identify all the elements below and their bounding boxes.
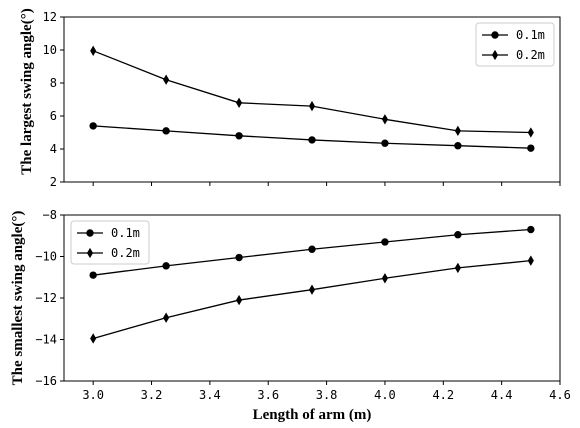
y-tick-label: −10 (35, 250, 57, 264)
data-point-0.2m (381, 273, 389, 284)
y-tick-label: 2 (50, 175, 57, 189)
y-tick-label: −14 (35, 333, 57, 347)
x-axis-title: Length of arm (m) (253, 407, 372, 423)
data-point-0.1m (308, 245, 316, 253)
legend-label: 0.1m (516, 28, 545, 42)
legend-1: 0.1m 0.2m (475, 22, 555, 67)
data-point-0.1m (308, 136, 316, 144)
data-point-0.2m (454, 262, 461, 274)
data-point-0.2m (90, 333, 97, 344)
data-point-0.1m (527, 144, 535, 152)
data-point-0.2m (90, 45, 97, 57)
data-point-0.2m (381, 114, 389, 125)
data-point-0.1m (89, 122, 97, 130)
data-point-0.1m (235, 132, 243, 140)
x-tick-label: 3.2 (141, 388, 163, 402)
legend-label: 0.2m (516, 48, 545, 62)
legend-marker (86, 247, 94, 259)
data-point-0.2m (527, 127, 534, 138)
data-point-0.1m (235, 253, 243, 262)
axes-frame-1 (63, 16, 561, 183)
data-point-0.2m (235, 97, 243, 108)
x-tick-label: 4.4 (491, 388, 513, 402)
x-tick-label: 4.6 (549, 388, 571, 402)
data-point-0.1m (162, 262, 170, 270)
data-point-0.2m (527, 255, 534, 266)
y-tick-label: 4 (50, 142, 57, 156)
legend-marker (491, 49, 499, 61)
x-tick-label: 3.8 (316, 388, 338, 402)
legend-marker (491, 31, 499, 39)
legend-label: 0.1m (111, 226, 140, 240)
data-point-0.2m (163, 74, 170, 85)
series-line-0.2m (92, 50, 531, 134)
data-point-0.2m (163, 312, 170, 323)
y-axis-title-1: The largest swing angle(°) (19, 8, 35, 174)
x-tick-label: 3.4 (199, 388, 221, 402)
data-point-0.2m (308, 100, 316, 112)
data-point-0.1m (381, 238, 389, 246)
panel-2: 3.0 3.2 3.4 3.6 3.8 4.0 4.2 4.4 4.6 −16 −14 −12 −10 −… (10, 208, 571, 423)
data-point-0.1m (381, 139, 389, 147)
x-tick-label: 3.6 (257, 388, 279, 402)
data-point-0.2m (308, 284, 316, 295)
data-point-0.2m (235, 294, 243, 306)
legend-2: 0.1m 0.2m (70, 220, 150, 265)
legend-label: 0.2m (111, 246, 140, 260)
data-point-0.1m (162, 127, 170, 135)
x-tick-label: 3.0 (82, 388, 104, 402)
legend-marker (86, 229, 94, 237)
y-tick-label: 8 (50, 76, 57, 90)
data-point-0.1m (454, 231, 462, 239)
y-tick-label: −8 (43, 208, 57, 222)
data-point-0.1m (89, 271, 97, 279)
y-tick-label: −16 (35, 374, 57, 388)
y-tick-label: −12 (35, 291, 57, 305)
data-point-0.2m (454, 125, 461, 137)
x-tick-label: 4.2 (432, 388, 454, 402)
y-axis-title-2: The smallest swing angle(°) (10, 211, 26, 386)
y-tick-label: 10 (43, 43, 57, 57)
series-line-0.2m (92, 260, 531, 340)
y-tick-label: 6 (50, 109, 57, 123)
y-tick-label: 12 (43, 10, 57, 24)
x-tick-label: 4.0 (374, 388, 396, 402)
data-point-0.1m (527, 225, 535, 234)
data-point-0.1m (454, 142, 462, 150)
